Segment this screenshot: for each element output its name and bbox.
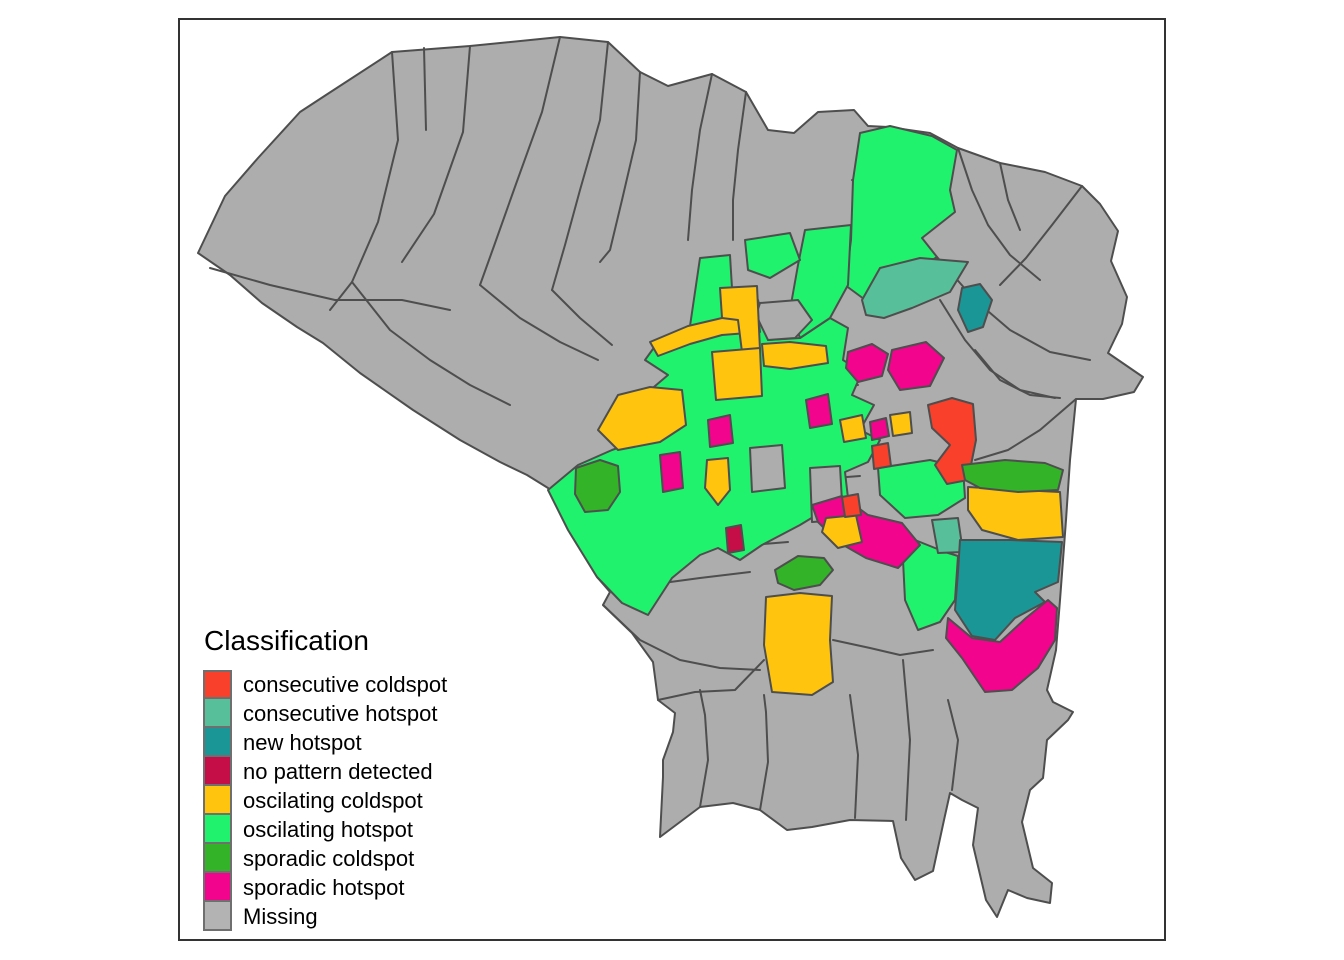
district-border	[599, 71, 641, 263]
map-region-consecutive-coldspot	[871, 442, 892, 470]
map-region-oscilating-coldspot	[704, 457, 731, 506]
map-region-sporadic-hotspot	[887, 341, 945, 391]
district-border	[902, 659, 911, 821]
legend-item: oscilating hotspot	[203, 815, 447, 844]
legend-label: sporadic hotspot	[243, 875, 405, 900]
map-region-new-hotspot	[957, 283, 993, 333]
legend-item: consecutive coldspot	[203, 670, 447, 699]
district-border	[759, 694, 769, 811]
map-region-new-hotspot	[954, 539, 1063, 641]
map-region-sporadic-hotspot	[869, 417, 890, 441]
map-region-sporadic-hotspot	[845, 343, 889, 383]
legend-swatch-oscilating-hotspot	[203, 815, 232, 844]
district-border	[551, 41, 609, 291]
legend-label: no pattern detected	[243, 759, 433, 784]
legend-label: oscilating coldspot	[243, 788, 423, 813]
legend-item: oscilating coldspot	[203, 786, 447, 815]
map-region-no-pattern-detected	[725, 524, 745, 554]
legend-swatch-consecutive-coldspot	[203, 670, 232, 699]
district-border	[329, 51, 399, 311]
map-region-consecutive-hotspot	[931, 517, 964, 554]
legend-title: Classification	[204, 625, 369, 656]
legend-item: no pattern detected	[203, 757, 447, 786]
map-region-sporadic-coldspot	[574, 459, 621, 513]
district-border	[699, 689, 709, 808]
legend-swatch-new-hotspot	[203, 728, 232, 757]
district-border	[832, 639, 934, 656]
legend-swatch-no-pattern-detected	[203, 757, 232, 786]
map-region-oscilating-coldspot	[889, 411, 913, 437]
legend-label: Missing	[243, 904, 318, 929]
map-region-oscilating-coldspot	[761, 341, 829, 370]
map-region-consecutive-coldspot	[927, 397, 977, 485]
district-border	[602, 604, 761, 671]
legend-item: new hotspot	[203, 728, 447, 757]
district-border	[423, 47, 427, 131]
map-region-sporadic-hotspot	[707, 414, 734, 448]
legend-swatch-missing	[203, 902, 232, 931]
map-region-oscilating-hotspot	[744, 232, 801, 279]
district-border	[351, 281, 511, 406]
legend-swatch-sporadic-coldspot	[203, 844, 232, 873]
district-border	[974, 398, 1077, 461]
district-border	[479, 284, 599, 361]
legend-label: sporadic coldspot	[243, 846, 415, 871]
legend-swatch-consecutive-hotspot	[203, 699, 232, 728]
legend-item: sporadic hotspot	[203, 873, 447, 902]
district-border	[947, 699, 959, 791]
legend-label: new hotspot	[243, 730, 362, 755]
map-region-oscilating-coldspot	[711, 347, 763, 401]
legend-label: oscilating hotspot	[243, 817, 413, 842]
map-region-oscilating-coldspot	[763, 592, 834, 696]
district-border	[849, 694, 859, 819]
map-region-sporadic-hotspot	[945, 599, 1058, 693]
district-border	[687, 73, 713, 241]
district-border	[939, 299, 1056, 399]
legend-swatch-oscilating-coldspot	[203, 786, 232, 815]
map-region-oscilating-coldspot	[839, 414, 867, 443]
map-region-sporadic-coldspot	[774, 555, 834, 591]
map-region-consecutive-hotspot	[861, 257, 969, 319]
legend-item: sporadic coldspot	[203, 844, 447, 873]
legend-item: consecutive hotspot	[203, 699, 447, 728]
map-region-sporadic-hotspot	[805, 393, 833, 429]
map-region-consecutive-coldspot	[841, 493, 862, 518]
legend: Classification consecutive coldspot cons…	[203, 625, 447, 931]
district-border	[657, 659, 765, 701]
district-border	[999, 162, 1021, 231]
district-border	[479, 36, 561, 286]
district-border	[401, 45, 471, 263]
map-region-sporadic-coldspot	[961, 459, 1064, 493]
district-border	[936, 256, 1091, 361]
legend-label: consecutive coldspot	[243, 672, 448, 697]
district-border	[551, 289, 613, 346]
district-border	[732, 91, 747, 241]
legend-item: Missing	[203, 902, 447, 931]
legend-swatch-sporadic-hotspot	[203, 873, 232, 902]
legend-label: consecutive hotspot	[243, 701, 438, 726]
district-border	[999, 185, 1083, 286]
district-border	[209, 267, 451, 311]
map-region-sporadic-hotspot	[659, 451, 684, 493]
map-region-oscilating-coldspot	[597, 386, 687, 451]
map-region-Missing	[749, 444, 786, 493]
